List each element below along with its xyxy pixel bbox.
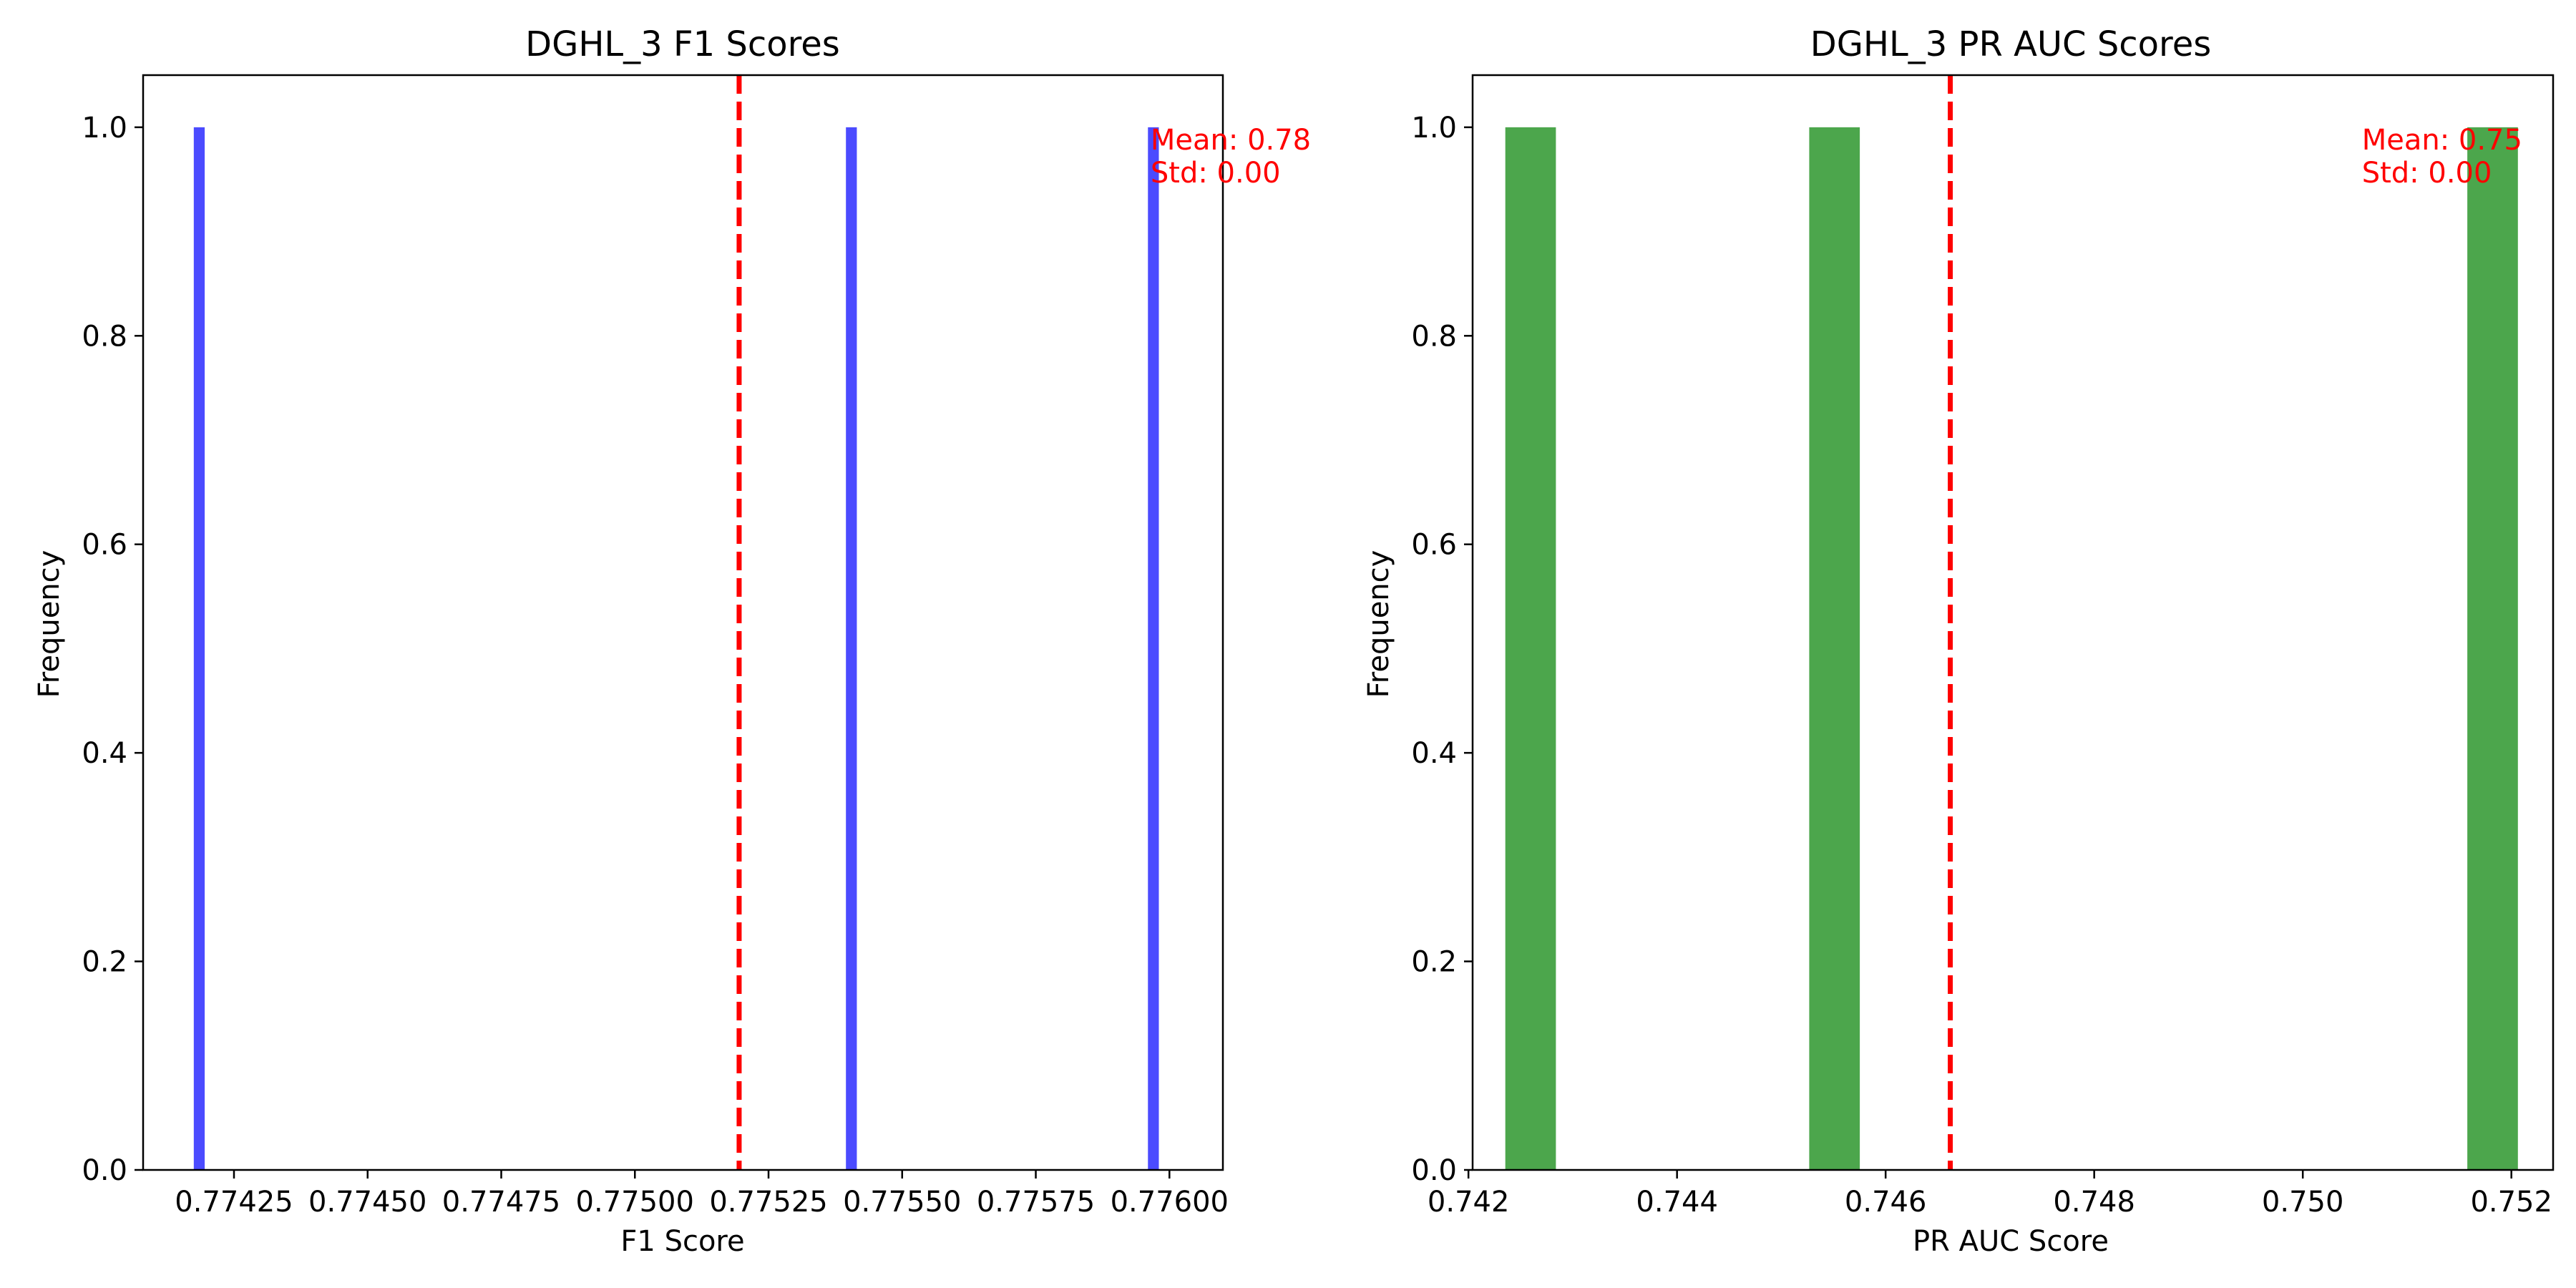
y-axis-label: Frequency xyxy=(33,550,66,698)
x-tick-label: 0.77575 xyxy=(977,1186,1095,1219)
y-tick-label: 0.0 xyxy=(82,1154,127,1187)
y-tick-label: 0.8 xyxy=(1411,320,1457,353)
x-tick-label: 0.77500 xyxy=(576,1186,694,1219)
stats-annotation: Mean: 0.75 Std: 0.00 xyxy=(2362,124,2522,190)
chart-title: DGHL_3 PR AUC Scores xyxy=(1810,24,2212,64)
x-tick-label: 0.752 xyxy=(2470,1186,2552,1219)
x-tick-label: 0.750 xyxy=(2262,1186,2344,1219)
chart-f1-scores: DGHL_3 F1 Scores F1 Score Frequency 0.0 0… xyxy=(33,24,1311,1258)
y-tick-label: 0.6 xyxy=(1411,529,1457,562)
y-tick-label: 0.8 xyxy=(82,320,127,353)
chart-title: DGHL_3 F1 Scores xyxy=(525,24,840,64)
y-tick-label: 0.2 xyxy=(82,946,127,979)
stats-annotation: Mean: 0.78 Std: 0.00 xyxy=(1151,124,1311,190)
chart-pr-auc-scores: DGHL_3 PR AUC Scores PR AUC Score Freque… xyxy=(1362,24,2555,1258)
plot-frame xyxy=(1471,74,2555,1171)
x-tick-label: 0.748 xyxy=(2053,1186,2135,1219)
y-tick-label: 0.4 xyxy=(82,737,127,770)
x-tick-label: 0.746 xyxy=(1845,1186,1927,1219)
x-axis-label: PR AUC Score xyxy=(1913,1225,2109,1258)
y-tick-label: 0.6 xyxy=(82,529,127,562)
histogram-bar xyxy=(193,127,205,1170)
mean-annotation: Mean: 0.78 xyxy=(1151,124,1311,157)
x-tick-label: 0.77450 xyxy=(308,1186,426,1219)
y-tick-label: 0.0 xyxy=(1411,1154,1457,1187)
histogram-bar xyxy=(1809,127,1860,1170)
x-tick-label: 0.744 xyxy=(1636,1186,1718,1219)
y-tick-label: 1.0 xyxy=(82,112,127,145)
x-tick-label: 0.77525 xyxy=(709,1186,827,1219)
histogram-bar xyxy=(2467,127,2518,1170)
x-tick-label: 0.742 xyxy=(1428,1186,1510,1219)
x-axis-label: F1 Score xyxy=(620,1225,744,1258)
std-annotation: Std: 0.00 xyxy=(2362,157,2492,190)
mean-annotation: Mean: 0.75 xyxy=(2362,124,2522,157)
y-tick-label: 0.4 xyxy=(1411,737,1457,770)
histogram-bar xyxy=(1505,127,1556,1170)
x-tick-label: 0.77600 xyxy=(1111,1186,1229,1219)
x-tick-label: 0.77425 xyxy=(175,1186,293,1219)
x-tick-label: 0.77475 xyxy=(442,1186,560,1219)
histogram-bar xyxy=(1148,127,1159,1170)
y-tick-label: 0.2 xyxy=(1411,946,1457,979)
y-axis-label: Frequency xyxy=(1362,550,1395,698)
x-tick-label: 0.77550 xyxy=(843,1186,961,1219)
y-tick-label: 1.0 xyxy=(1411,112,1457,145)
plot-frame xyxy=(142,74,1224,1171)
std-annotation: Std: 0.00 xyxy=(1151,157,1281,190)
histogram-bar xyxy=(846,127,857,1170)
